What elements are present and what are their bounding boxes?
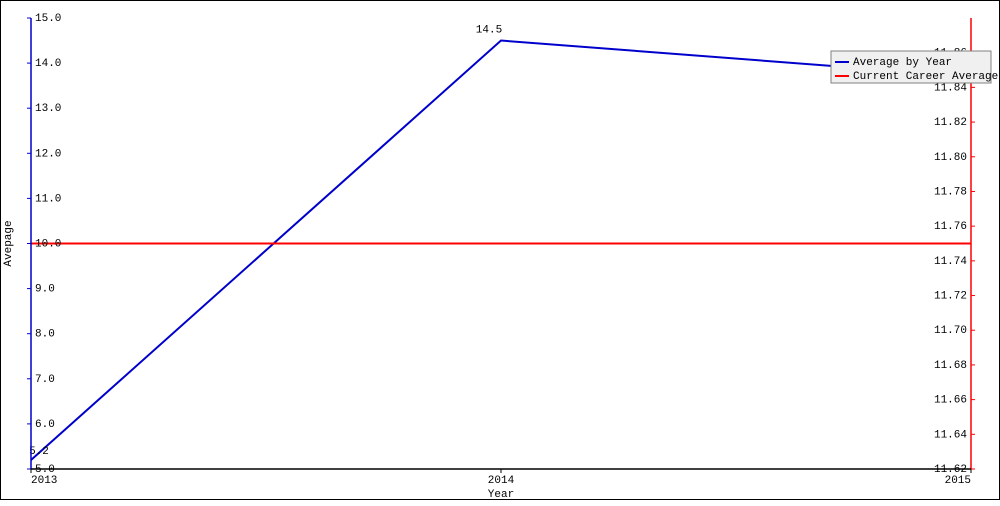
chart-container: 5.214.513.05.06.07.08.09.010.011.012.013… — [0, 0, 1000, 500]
y-left-tick-label: 14.0 — [35, 58, 61, 70]
y-left-tick-label: 15.0 — [35, 13, 61, 25]
legend-label: Average by Year — [853, 57, 952, 69]
y-right-tick-label: 11.76 — [934, 221, 967, 233]
y-right-tick-label: 11.70 — [934, 325, 967, 337]
x-tick-label: 2014 — [488, 475, 515, 487]
y-right-tick-label: 11.64 — [934, 429, 967, 441]
y-right-tick-label: 11.80 — [934, 152, 967, 164]
y-left-tick-label: 13.0 — [35, 103, 61, 115]
y-right-tick-label: 11.74 — [934, 256, 967, 268]
series-line-0 — [31, 41, 971, 460]
data-label-0-1: 14.5 — [476, 25, 502, 37]
y-left-tick-label: 8.0 — [35, 329, 55, 341]
y-left-tick-label: 9.0 — [35, 284, 55, 296]
y-right-tick-label: 11.72 — [934, 291, 967, 303]
y-left-tick-label: 6.0 — [35, 419, 55, 431]
y-right-tick-label: 11.84 — [934, 82, 967, 94]
y-right-tick-label: 11.68 — [934, 360, 967, 372]
chart-svg: 5.214.513.05.06.07.08.09.010.011.012.013… — [1, 1, 1000, 501]
y-left-tick-label: 12.0 — [35, 148, 61, 160]
y-left-tick-label: 10.0 — [35, 239, 61, 251]
y-left-tick-label: 11.0 — [35, 193, 61, 205]
x-tick-label: 2013 — [31, 475, 57, 487]
y-left-tick-label: 7.0 — [35, 374, 55, 386]
x-tick-label: 2015 — [945, 475, 971, 487]
y-right-tick-label: 11.66 — [934, 395, 967, 407]
y-right-tick-label: 11.82 — [934, 117, 967, 129]
data-label-0-0: 5.2 — [29, 446, 49, 458]
y-left-title: Avepage — [3, 220, 15, 266]
y-right-tick-label: 11.78 — [934, 186, 967, 198]
legend-label: Current Career Average — [853, 71, 998, 83]
x-axis-title: Year — [488, 489, 514, 501]
